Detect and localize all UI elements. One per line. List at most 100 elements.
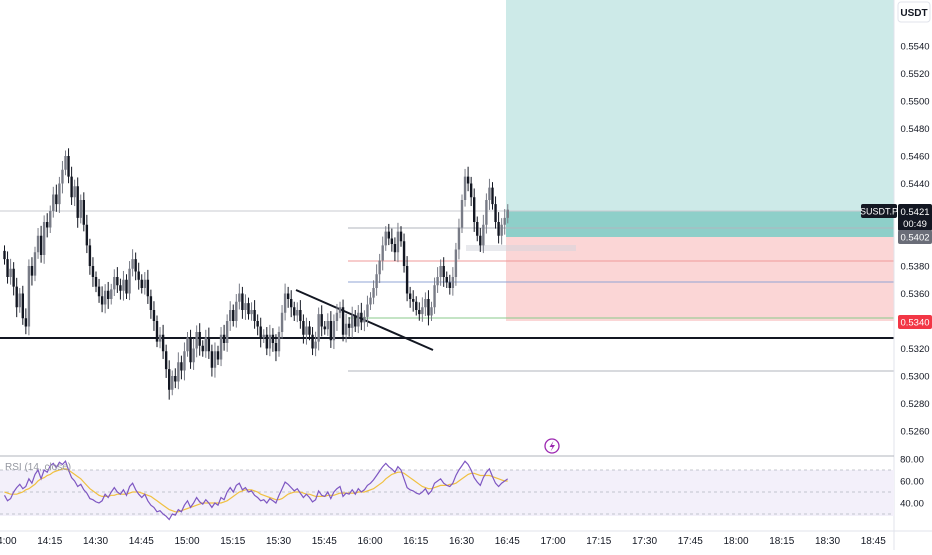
rsi-line[interactable] bbox=[3, 460, 509, 521]
currency-button[interactable]: USDT bbox=[900, 8, 927, 19]
time-tick-label: 16:00 bbox=[357, 536, 382, 547]
candle-body bbox=[387, 231, 390, 239]
candle-body bbox=[241, 293, 244, 310]
candle-body bbox=[247, 303, 250, 315]
candle-body bbox=[110, 289, 113, 299]
candle-body bbox=[82, 200, 85, 225]
candle-body bbox=[305, 326, 308, 335]
price-tick-label: 0.5500 bbox=[900, 97, 929, 108]
candle-body bbox=[229, 310, 232, 321]
time-tick-label: 18:30 bbox=[815, 536, 840, 547]
time-tick-label: 16:30 bbox=[449, 536, 474, 547]
time-tick-label: 18:15 bbox=[769, 536, 794, 547]
candle-body bbox=[122, 279, 125, 291]
last-price-tag-bg bbox=[898, 204, 932, 231]
candle-body bbox=[347, 323, 351, 328]
rsi-band-lines bbox=[0, 469, 894, 515]
candle-body bbox=[192, 348, 195, 363]
candle-body bbox=[232, 310, 235, 321]
candle-body bbox=[12, 268, 15, 287]
candle-body bbox=[451, 277, 455, 288]
price-tick-label: 0.5260 bbox=[900, 427, 929, 438]
candle-body bbox=[283, 293, 287, 313]
time-tick-label: 14:30 bbox=[83, 536, 108, 547]
candle-body bbox=[277, 332, 281, 352]
candle-body bbox=[131, 259, 134, 269]
candle-body bbox=[186, 337, 189, 352]
candle-body bbox=[3, 250, 6, 260]
candle-body bbox=[36, 235, 40, 253]
price-tick-label: 0.5320 bbox=[900, 344, 929, 355]
profit-zone[interactable] bbox=[506, 0, 894, 237]
candle-body bbox=[280, 312, 284, 332]
price-tick-label: 0.5300 bbox=[900, 372, 929, 383]
rsi-tick-label: 60.00 bbox=[900, 477, 924, 488]
time-tick-label: 16:15 bbox=[403, 536, 428, 547]
candle-body bbox=[189, 337, 192, 363]
candle-body bbox=[402, 241, 406, 266]
candle-body bbox=[415, 301, 418, 310]
candle-body bbox=[369, 297, 372, 305]
candle-body bbox=[9, 268, 12, 277]
price-tick-label: 0.5460 bbox=[900, 152, 929, 163]
candle-body bbox=[412, 299, 415, 302]
candle-body bbox=[268, 334, 272, 349]
candle-body bbox=[302, 321, 305, 335]
candle-body bbox=[73, 186, 76, 198]
candle-body bbox=[378, 260, 381, 275]
candle-body bbox=[360, 312, 363, 323]
candle-body bbox=[457, 227, 461, 250]
candle-body bbox=[235, 301, 238, 321]
candle-body bbox=[491, 187, 494, 205]
candle-body bbox=[152, 310, 156, 321]
price-tick-label: 0.5520 bbox=[900, 69, 929, 80]
candle-body bbox=[375, 274, 378, 288]
candle-body bbox=[204, 337, 207, 352]
candle-body bbox=[213, 351, 217, 368]
price-tick-label: 0.5380 bbox=[900, 262, 929, 273]
candle-body bbox=[253, 310, 256, 321]
candle-body bbox=[137, 271, 140, 280]
candle-body bbox=[296, 310, 299, 316]
candle-body bbox=[158, 334, 162, 342]
candle-body bbox=[335, 312, 339, 321]
candle-body bbox=[216, 351, 220, 360]
candle-body bbox=[161, 334, 165, 352]
candle-body bbox=[399, 231, 403, 242]
candle-body bbox=[442, 266, 445, 277]
candle-body bbox=[198, 332, 201, 346]
candle-body bbox=[262, 334, 265, 338]
candle-body bbox=[393, 244, 397, 253]
last-price-label: 0.5421 bbox=[900, 207, 929, 218]
candle-body bbox=[482, 224, 485, 246]
candle-body bbox=[49, 211, 52, 228]
rsi-ma-line[interactable] bbox=[4, 468, 508, 513]
stop-tag-bg bbox=[898, 315, 932, 329]
candle-body bbox=[341, 307, 345, 335]
countdown-label: 00:49 bbox=[903, 219, 927, 230]
time-tick-label: 15:45 bbox=[312, 536, 337, 547]
price-tick-label: 0.5280 bbox=[900, 399, 929, 410]
time-tick-label: 14:45 bbox=[129, 536, 154, 547]
candle-body bbox=[79, 200, 82, 218]
time-tick-label: 16:45 bbox=[495, 536, 520, 547]
candle-body bbox=[219, 334, 223, 360]
rsi-legend[interactable]: RSI (14, close) bbox=[5, 462, 71, 473]
candle-body bbox=[293, 307, 296, 316]
candle-body bbox=[91, 266, 95, 277]
time-axis[interactable]: 14:00 14:15 14:30 14:45 15:00 15:15 15:30 15:45… bbox=[0, 536, 886, 547]
candle-body bbox=[408, 293, 412, 299]
currency-button-bg[interactable] bbox=[897, 1, 931, 23]
candle-body bbox=[366, 304, 369, 317]
candle-body bbox=[107, 290, 110, 299]
time-tick-label: 15:15 bbox=[220, 536, 245, 547]
candle-body bbox=[311, 334, 314, 349]
time-tick-label: 18:00 bbox=[723, 536, 748, 547]
candle-body bbox=[421, 307, 424, 315]
candle-body bbox=[308, 326, 311, 335]
candle-body bbox=[177, 362, 180, 382]
price-tick-label: 0.5480 bbox=[900, 124, 929, 135]
candle-body bbox=[195, 332, 198, 349]
